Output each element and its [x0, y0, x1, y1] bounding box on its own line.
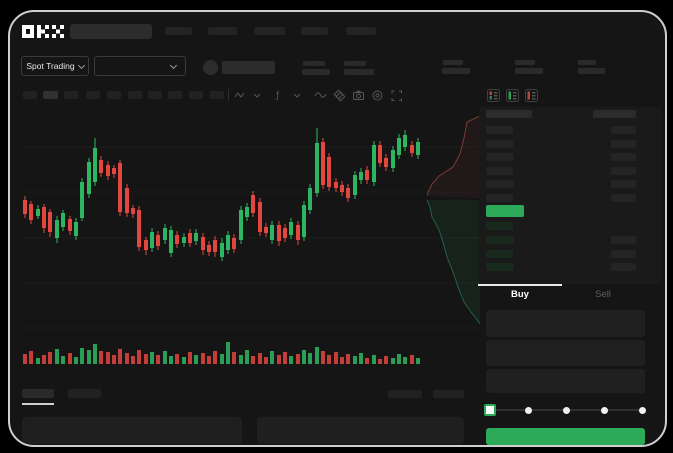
slider-stop[interactable]: [638, 406, 646, 414]
ask-row[interactable]: [486, 180, 636, 188]
fullscreen-icon[interactable]: [390, 89, 403, 102]
price-input-placeholder[interactable]: [486, 310, 645, 337]
slider-stop[interactable]: [524, 406, 532, 414]
buy-submit-button[interactable]: [486, 428, 645, 445]
amount-input-placeholder[interactable]: [486, 340, 645, 366]
ask-row[interactable]: [486, 126, 636, 134]
orderbook-sell-view-icon[interactable]: [525, 89, 538, 102]
bid-row[interactable]: [486, 249, 636, 258]
ask-row[interactable]: [486, 153, 636, 161]
bottom-action-placeholder[interactable]: [388, 390, 422, 398]
bottom-panel-placeholder: [257, 417, 464, 444]
timeframe-button[interactable]: [168, 91, 182, 99]
active-tab-underline: [22, 403, 54, 405]
bottom-panel-placeholder: [22, 417, 242, 444]
ticker-stat: [302, 61, 332, 76]
tab-buy[interactable]: Buy: [511, 289, 529, 300]
timeframe-button[interactable]: [210, 91, 224, 99]
pair-name-placeholder: [222, 61, 275, 74]
orderbook-split-view-icon[interactable]: [487, 89, 500, 102]
buy-tab-indicator: [478, 284, 562, 286]
nav-item-placeholder[interactable]: [165, 27, 192, 35]
ticker-stat: [344, 61, 375, 76]
orderbook-buy-view-icon[interactable]: [506, 89, 519, 102]
timeframe-button[interactable]: [189, 91, 203, 99]
camera-icon[interactable]: [352, 89, 365, 101]
orderbook-header-placeholder: [486, 110, 532, 118]
layers-icon[interactable]: [333, 89, 346, 102]
slider-stop[interactable]: [562, 406, 570, 414]
nav-item-placeholder[interactable]: [346, 27, 376, 35]
depth-chart-overlay: [427, 115, 480, 325]
okx-logo: [22, 25, 64, 38]
timeframe-button[interactable]: [64, 91, 78, 99]
ticker-stat: [515, 60, 544, 75]
timeframe-button-active[interactable]: [43, 91, 58, 99]
total-input-placeholder[interactable]: [486, 369, 645, 393]
chevron-down-icon: [169, 61, 178, 70]
wave-tool-icon[interactable]: [314, 89, 327, 101]
bid-row[interactable]: [486, 235, 636, 244]
chevron-down-icon[interactable]: [252, 89, 262, 101]
candlestick-chart[interactable]: [20, 110, 480, 390]
timeframe-button[interactable]: [107, 91, 121, 99]
pair-select-dropdown[interactable]: [94, 56, 186, 76]
slider-stop[interactable]: [600, 406, 608, 414]
bottom-action-placeholder[interactable]: [433, 390, 464, 398]
chevron-down-icon[interactable]: [292, 89, 302, 101]
nav-item-placeholder[interactable]: [301, 27, 328, 35]
svg-text:ƒ: ƒ: [275, 91, 280, 101]
bottom-tab-active[interactable]: [22, 389, 54, 398]
nav-item-placeholder[interactable]: [208, 27, 237, 35]
slider-handle-active[interactable]: [484, 404, 496, 416]
market-type-label: Spot Trading: [26, 61, 75, 71]
timeframe-button[interactable]: [148, 91, 162, 99]
ticker-stat: [578, 60, 606, 75]
indicator-fx-icon[interactable]: ƒ: [274, 89, 286, 101]
timeframe-button[interactable]: [86, 91, 100, 99]
app-window: Spot Trading ƒ: [8, 10, 667, 447]
bid-row[interactable]: [486, 222, 636, 230]
nav-item-placeholder[interactable]: [254, 27, 285, 35]
chart-tools: ƒ: [234, 87, 402, 103]
divider: [228, 89, 229, 101]
nav-search-placeholder[interactable]: [70, 24, 152, 39]
last-price-bar: [486, 205, 524, 217]
ask-row[interactable]: [486, 166, 636, 175]
settings-icon[interactable]: [371, 89, 384, 102]
coin-avatar: [203, 60, 218, 75]
ticker-stat: [442, 60, 471, 75]
bottom-tab[interactable]: [68, 389, 101, 398]
timeframe-button[interactable]: [23, 91, 37, 99]
orderbook-asks[interactable]: [486, 126, 636, 202]
ask-row[interactable]: [486, 193, 636, 202]
ask-row[interactable]: [486, 139, 636, 148]
orderbook-bids[interactable]: [486, 222, 636, 277]
chevron-down-icon: [77, 61, 85, 69]
chart-type-icon[interactable]: [234, 89, 246, 101]
market-type-dropdown[interactable]: Spot Trading: [21, 56, 89, 76]
bid-row[interactable]: [486, 263, 636, 272]
orderbook-header-placeholder: [593, 110, 636, 118]
timeframe-button[interactable]: [128, 91, 142, 99]
tab-sell[interactable]: Sell: [595, 289, 611, 300]
